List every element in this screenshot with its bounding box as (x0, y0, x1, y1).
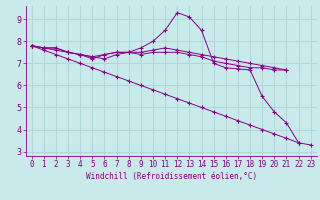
X-axis label: Windchill (Refroidissement éolien,°C): Windchill (Refroidissement éolien,°C) (86, 172, 257, 181)
